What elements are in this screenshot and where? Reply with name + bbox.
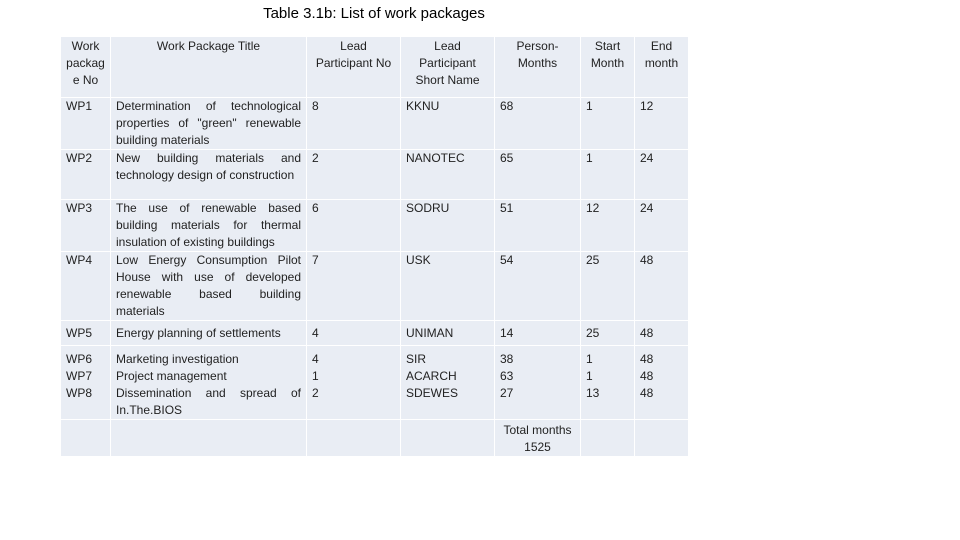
- col-header-person-months: Person-Months: [494, 36, 581, 98]
- cell-lead-no: 8: [306, 97, 401, 150]
- cell-person-months: 68: [494, 97, 581, 150]
- cell-end: 48: [634, 251, 689, 321]
- cell-empty: [634, 419, 689, 457]
- cell-end: 24: [634, 149, 689, 200]
- col-header-lead-no: Lead Participant No: [306, 36, 401, 98]
- cell-title: New building materials and technology de…: [110, 149, 307, 200]
- cell-lead-no: 7: [306, 251, 401, 321]
- cell-wp-group: WP6 WP7 WP8: [60, 345, 111, 420]
- title-line: Dissemination and spread of In.The.BIOS: [116, 386, 301, 417]
- cell-start: 1: [580, 97, 635, 150]
- col-header-start: Start Month: [580, 36, 635, 98]
- cell-end-group: 48 48 48: [634, 345, 689, 420]
- cell-start: 12: [580, 199, 635, 252]
- cell-title: Determination of technological propertie…: [110, 97, 307, 150]
- cell-empty: [110, 419, 307, 457]
- cell-lead-short-group: SIR ACARCH SDEWES: [400, 345, 495, 420]
- cell-lead-no: 2: [306, 149, 401, 200]
- cell-wp: WP5: [60, 320, 111, 346]
- title-line: Marketing investigation: [116, 352, 239, 366]
- cell-title: The use of renewable based building mate…: [110, 199, 307, 252]
- cell-person-months: 14: [494, 320, 581, 346]
- cell-empty: [306, 419, 401, 457]
- cell-lead-short: USK: [400, 251, 495, 321]
- col-header-title: Work Package Title: [110, 36, 307, 98]
- cell-start-group: 1 1 13: [580, 345, 635, 420]
- cell-end: 12: [634, 97, 689, 150]
- cell-wp: WP1: [60, 97, 111, 150]
- cell-wp: WP2: [60, 149, 111, 200]
- col-header-end: End month: [634, 36, 689, 98]
- cell-end: 24: [634, 199, 689, 252]
- cell-person-months: 54: [494, 251, 581, 321]
- table-row: WP5 Energy planning of settlements 4 UNI…: [60, 320, 689, 346]
- total-row: Total months 1525: [60, 419, 689, 457]
- table-row-group: WP6 WP7 WP8 Marketing investigation Proj…: [60, 345, 689, 420]
- header-row: Work packag e No Work Package Title Lead…: [60, 36, 689, 98]
- cell-lead-no: 6: [306, 199, 401, 252]
- cell-person-months: 51: [494, 199, 581, 252]
- cell-lead-no-group: 4 1 2: [306, 345, 401, 420]
- cell-empty: [60, 419, 111, 457]
- table-row: WP2 New building materials and technolog…: [60, 149, 689, 200]
- cell-empty: [580, 419, 635, 457]
- table-title: Table 3.1b: List of work packages: [263, 5, 485, 22]
- work-packages-table: Work packag e No Work Package Title Lead…: [60, 36, 689, 457]
- cell-wp: WP4: [60, 251, 111, 321]
- col-header-wp-no: Work packag e No: [60, 36, 111, 98]
- cell-start: 25: [580, 320, 635, 346]
- cell-lead-short: KKNU: [400, 97, 495, 150]
- table-row: WP1 Determination of technological prope…: [60, 97, 689, 150]
- cell-wp: WP3: [60, 199, 111, 252]
- table-row: WP3 The use of renewable based building …: [60, 199, 689, 252]
- cell-lead-short: SODRU: [400, 199, 495, 252]
- cell-lead-no: 4: [306, 320, 401, 346]
- cell-start: 25: [580, 251, 635, 321]
- title-line: Project management: [116, 369, 227, 383]
- cell-start: 1: [580, 149, 635, 200]
- table-row: WP4 Low Energy Consumption Pilot House w…: [60, 251, 689, 321]
- cell-person-months-group: 38 63 27: [494, 345, 581, 420]
- cell-title-group: Marketing investigation Project manageme…: [110, 345, 307, 420]
- cell-title: Energy planning of settlements: [110, 320, 307, 346]
- col-header-lead-short: Lead Participant Short Name: [400, 36, 495, 98]
- cell-empty: [400, 419, 495, 457]
- cell-person-months: 65: [494, 149, 581, 200]
- cell-end: 48: [634, 320, 689, 346]
- cell-lead-short: UNIMAN: [400, 320, 495, 346]
- cell-title: Low Energy Consumption Pilot House with …: [110, 251, 307, 321]
- cell-lead-short: NANOTEC: [400, 149, 495, 200]
- total-months: Total months 1525: [494, 419, 581, 457]
